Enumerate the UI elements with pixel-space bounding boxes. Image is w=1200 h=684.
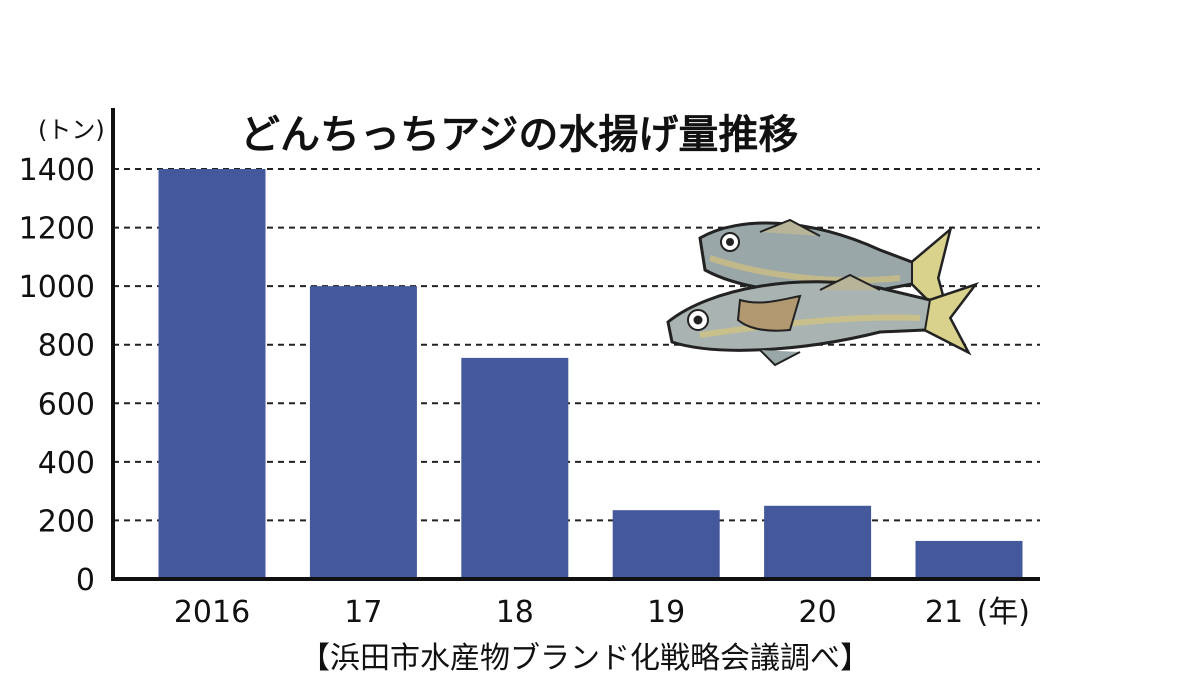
y-tick-label: 200: [38, 504, 95, 539]
x-tick-label: 21: [925, 595, 963, 630]
y-tick-label: 1400: [19, 153, 95, 188]
y-tick-label: 1000: [19, 270, 95, 305]
bar-21: [915, 540, 1023, 579]
y-tick-label: 600: [38, 387, 95, 422]
y-tick-label: 0: [76, 563, 95, 598]
bar-17: [309, 286, 417, 579]
fish-icon: [666, 218, 980, 367]
grid-lines: [113, 168, 1040, 522]
bar-2016: [158, 169, 266, 579]
x-tick-labels: 2016 17 18 19 20 21: [174, 595, 963, 630]
y-tick-label: 400: [38, 446, 95, 481]
fish-front-icon: [666, 273, 980, 367]
bars: [158, 169, 1023, 579]
x-tick-label: 20: [799, 595, 837, 630]
y-tick-labels: 0 200 400 600 800 1000 1200 1400: [19, 153, 95, 598]
x-axis-unit: (年): [977, 595, 1030, 630]
x-tick-label: 17: [344, 595, 382, 630]
y-axis-unit: (トン): [38, 116, 105, 144]
x-tick-label: 18: [496, 595, 534, 630]
bar-20: [764, 505, 872, 579]
y-tick-label: 800: [38, 329, 95, 364]
source-note: 【浜田市水産物ブランド化戦略会議調べ】: [300, 641, 870, 676]
y-tick-label: 1200: [19, 212, 95, 247]
bar-19: [612, 510, 720, 579]
bar-18: [461, 357, 569, 579]
x-tick-label: 19: [647, 595, 685, 630]
chart-title: どんちっちアジの水揚げ量推移: [240, 112, 798, 158]
x-tick-label: 2016: [174, 595, 250, 630]
